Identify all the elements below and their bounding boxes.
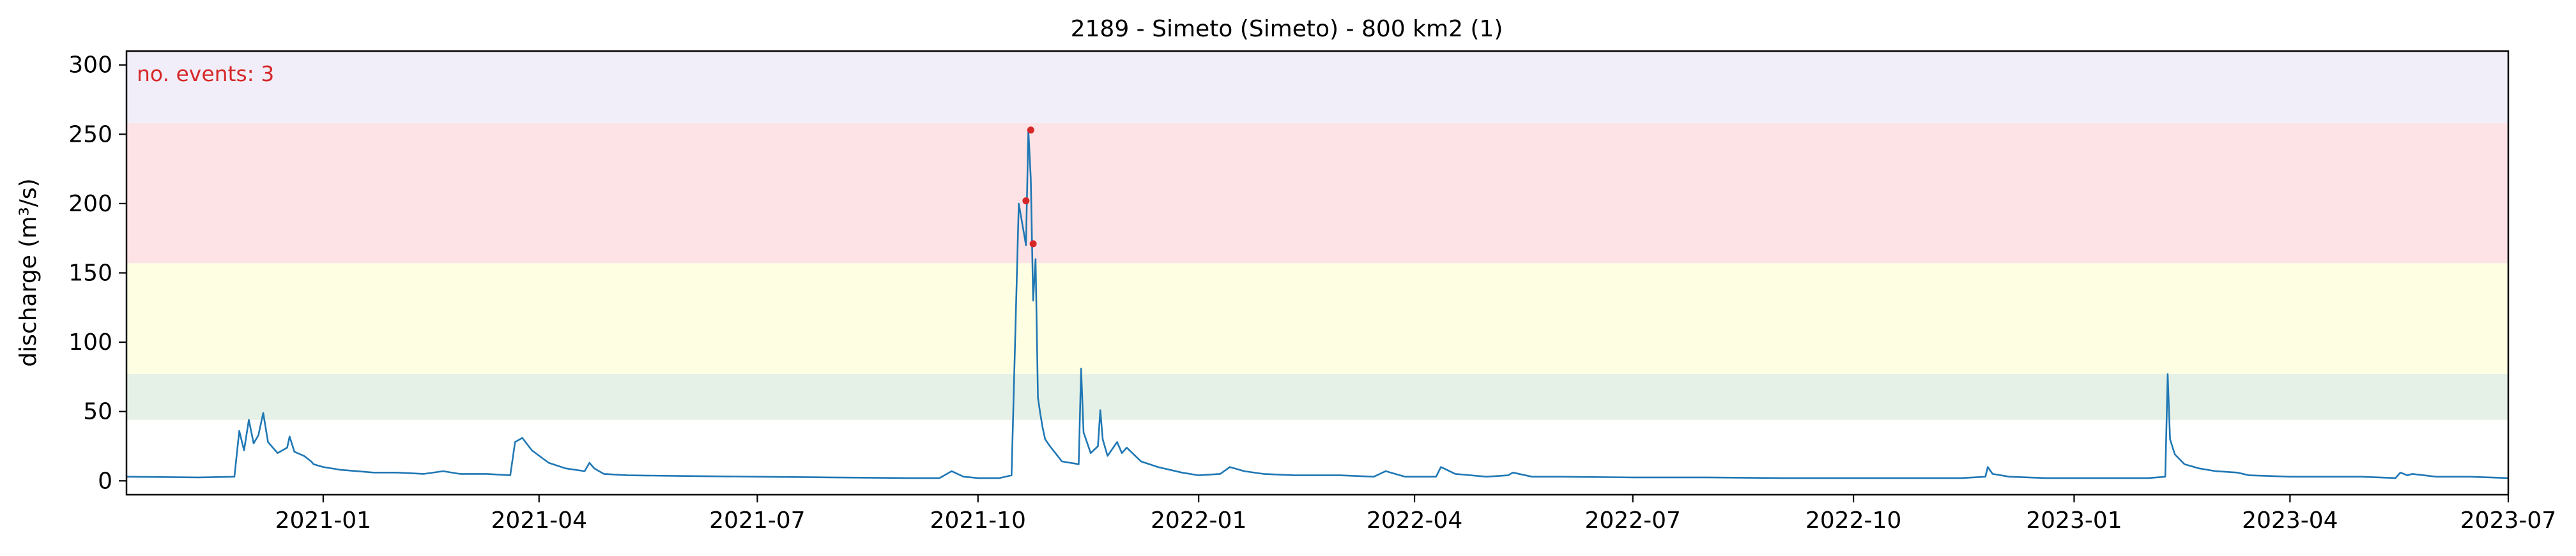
threshold-band-0 xyxy=(126,374,2508,420)
x-tick-label: 2022-01 xyxy=(1151,507,1246,534)
x-tick-label: 2021-01 xyxy=(275,507,371,534)
threshold-band-2 xyxy=(126,123,2508,264)
y-tick-label: 50 xyxy=(83,399,112,425)
x-tick-label: 2021-04 xyxy=(491,507,587,534)
x-tick-label: 2021-07 xyxy=(709,507,805,534)
event-markers xyxy=(1022,126,1037,248)
x-tick-label: 2022-07 xyxy=(1584,507,1680,534)
x-tick-label: 2022-10 xyxy=(1805,507,1901,534)
threshold-band-1 xyxy=(126,263,2508,375)
discharge-series xyxy=(126,129,2509,479)
y-tick-label: 0 xyxy=(98,468,112,494)
y-axis-title: discharge (m³/s) xyxy=(15,178,42,366)
events-count-annotation: no. events: 3 xyxy=(137,61,274,86)
threshold-bands xyxy=(126,51,2508,420)
y-tick-label: 250 xyxy=(68,121,112,147)
event-point xyxy=(1022,197,1030,205)
y-tick-label: 200 xyxy=(68,191,112,217)
y-tick-label: 300 xyxy=(68,52,112,79)
x-tick-label: 2021-10 xyxy=(930,507,1026,534)
event-point xyxy=(1029,240,1037,248)
x-tick-label: 2023-01 xyxy=(2026,507,2122,534)
x-axis: 2021-01 2021-04 2021-07 2021-10 2022-01 2022-… xyxy=(275,495,2556,534)
threshold-band-3 xyxy=(126,51,2508,123)
chart-title: 2189 - Simeto (Simeto) - 800 km2 (1) xyxy=(1071,16,1503,42)
x-tick-label: 2023-04 xyxy=(2242,507,2338,534)
y-axis: 0 50 100 150 200 250 300 xyxy=(68,52,126,494)
x-tick-label: 2023-07 xyxy=(2460,507,2556,534)
y-tick-label: 150 xyxy=(68,260,112,287)
event-point xyxy=(1027,126,1034,134)
y-tick-label: 100 xyxy=(68,329,112,356)
x-tick-label: 2022-04 xyxy=(1367,507,1462,534)
series-line-0 xyxy=(126,129,2509,479)
